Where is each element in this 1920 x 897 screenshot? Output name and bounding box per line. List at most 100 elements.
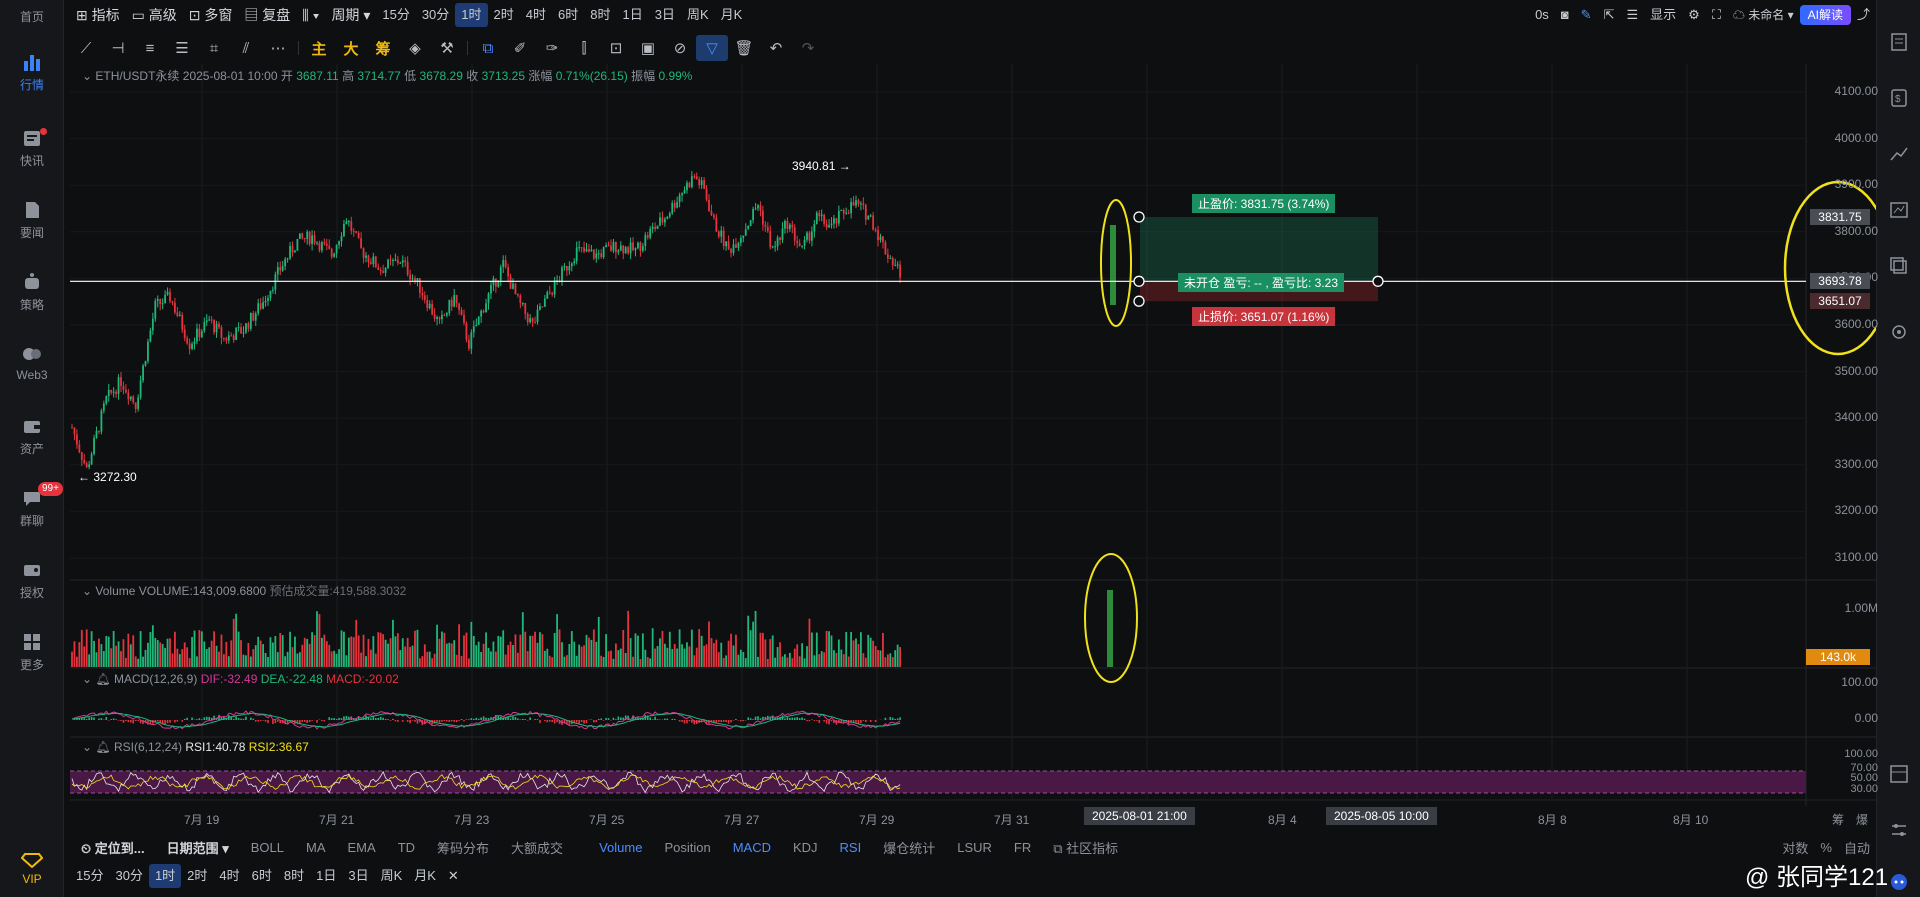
indicator-community[interactable]: ⧉ 社区指标: [1053, 840, 1119, 856]
timeframe-8h[interactable]: 8时: [590, 7, 611, 22]
tf-1h[interactable]: 1时: [148, 864, 182, 888]
list-icon[interactable]: ☰: [1626, 7, 1639, 22]
close-icon[interactable]: ✕: [447, 868, 459, 883]
indicator-chip-distribution[interactable]: 筹码分布: [437, 840, 490, 856]
fullscreen-icon[interactable]: ⛶: [1711, 7, 1721, 22]
indicators-button[interactable]: ⊞ 指标: [76, 7, 120, 23]
timeframe-15m[interactable]: 15分: [382, 7, 410, 22]
brush-icon[interactable]: ✐: [513, 40, 527, 57]
auto-scale-toggle[interactable]: 自动: [1843, 840, 1870, 856]
collapse-chevron-icon[interactable]: ⌄: [82, 672, 93, 686]
indicator-boll[interactable]: BOLL: [250, 839, 285, 855]
sidebar-item-web3[interactable]: Web3: [0, 344, 64, 382]
date-range-dropdown[interactable]: 日期范围 ▾: [166, 840, 229, 856]
main-force-button[interactable]: 主: [311, 40, 327, 58]
timeframe-1h[interactable]: 1时: [455, 3, 488, 27]
tf-1d[interactable]: 1日: [316, 868, 337, 883]
collapse-chevron-icon[interactable]: ⌄: [82, 740, 93, 754]
measure-icon[interactable]: ⫿: [581, 39, 587, 57]
ruler-icon[interactable]: ⌗: [209, 39, 219, 57]
tf-1w[interactable]: 周K: [380, 868, 403, 883]
popout-icon[interactable]: ⇱: [1603, 7, 1615, 22]
indicator-position[interactable]: Position: [664, 839, 711, 855]
position-tool[interactable]: [70, 180, 1876, 683]
tf-30m[interactable]: 30分: [115, 868, 143, 883]
sliders-icon[interactable]: [1889, 820, 1909, 840]
stop-loss-label[interactable]: 止损价: 3651.07 (1.16%): [1192, 307, 1336, 326]
timeframe-2h[interactable]: 2时: [493, 7, 514, 22]
undo-icon[interactable]: ↶: [769, 40, 783, 57]
trade-icon[interactable]: $: [1889, 88, 1909, 108]
indicator-kdj[interactable]: KDJ: [792, 839, 818, 855]
sidebar-item-news[interactable]: 要闻: [0, 200, 64, 241]
more-tools-icon[interactable]: ⋯: [270, 40, 286, 57]
indicator-rsi[interactable]: RSI: [839, 839, 862, 855]
share-icon[interactable]: ⤴: [1856, 7, 1870, 22]
ai-interpret-button[interactable]: AI解读: [1799, 5, 1851, 25]
advanced-button[interactable]: ▭ 高级: [131, 7, 177, 23]
highlighter-icon[interactable]: ✑: [545, 40, 559, 57]
settings-icon[interactable]: [1889, 322, 1909, 342]
tf-4h[interactable]: 4时: [219, 868, 240, 883]
sidebar-item-vip[interactable]: VIP: [0, 852, 64, 886]
tf-15m[interactable]: 15分: [76, 868, 104, 883]
timeframe-6h[interactable]: 6时: [558, 7, 579, 22]
filter-icon[interactable]: ▽: [696, 35, 728, 61]
support-icon[interactable]: [1889, 872, 1909, 892]
indicator-volume[interactable]: Volume: [599, 839, 643, 855]
indicator-td[interactable]: TD: [397, 839, 416, 855]
indicator-macd[interactable]: MACD: [732, 839, 771, 855]
take-profit-label[interactable]: 止盈价: 3831.75 (3.74%): [1192, 194, 1336, 213]
tf-3d[interactable]: 3日: [348, 868, 369, 883]
sidebar-item-strategy[interactable]: 策略: [0, 272, 64, 313]
position-summary-label[interactable]: 未开仓 盈亏: -- , 盈亏比: 3.23: [1178, 273, 1345, 292]
liquidation-toggle[interactable]: 爆: [1856, 813, 1869, 827]
chips-toggle[interactable]: 筹: [1832, 813, 1845, 827]
percent-scale-toggle[interactable]: %: [1820, 839, 1832, 855]
locate-button[interactable]: ⏲ 定位到...: [81, 840, 145, 856]
tf-2h[interactable]: 2时: [187, 868, 208, 883]
timeframe-1w[interactable]: 周K: [686, 7, 709, 22]
trash-icon[interactable]: 🗑: [734, 40, 754, 57]
timeframe-4h[interactable]: 4时: [525, 7, 546, 22]
timeframe-1mo[interactable]: 月K: [720, 7, 743, 22]
sidebar-item-flash[interactable]: 快讯: [0, 128, 64, 169]
tf-1mo[interactable]: 月K: [414, 868, 436, 883]
tf-6h[interactable]: 6时: [251, 868, 272, 883]
chips-button[interactable]: 筹: [375, 40, 391, 58]
timeframe-1d[interactable]: 1日: [622, 7, 643, 22]
sidebar-item-authorize[interactable]: 授权: [0, 560, 64, 601]
sidebar-item-market[interactable]: 行情: [0, 52, 64, 93]
collapse-chevron-icon[interactable]: ⌄: [82, 69, 93, 83]
pattern-icon[interactable]: ◈: [409, 40, 421, 57]
indicator-ema[interactable]: EMA: [347, 839, 376, 855]
parallel-lines-icon[interactable]: ≡: [145, 39, 155, 57]
log-scale-toggle[interactable]: 对数: [1782, 840, 1809, 856]
big-order-button[interactable]: 大: [343, 40, 359, 58]
sidebar-item-home[interactable]: 首页: [19, 10, 44, 24]
layout-icon[interactable]: [1889, 764, 1909, 784]
note-icon[interactable]: ▣: [640, 40, 656, 57]
magnet-icon[interactable]: ⊘: [673, 40, 687, 57]
fib-icon[interactable]: ☰: [175, 40, 189, 57]
gear-icon[interactable]: ⚙: [1688, 7, 1700, 22]
replay-button[interactable]: ▤ 复盘: [244, 7, 291, 23]
chart-panel-icon[interactable]: [1889, 200, 1909, 220]
chart-canvas[interactable]: [70, 64, 1876, 806]
redo-icon[interactable]: ↷: [801, 40, 815, 57]
lock-icon[interactable]: ⊡: [609, 40, 623, 57]
orderbook-icon[interactable]: [1889, 32, 1909, 52]
collapse-chevron-icon[interactable]: ⌄: [82, 584, 93, 598]
indicator-liquidation[interactable]: 爆仓统计: [883, 840, 936, 856]
bell-icon[interactable]: 🔔︎: [95, 740, 111, 754]
bell-icon[interactable]: 🔔︎: [95, 672, 111, 686]
multi-window-button[interactable]: ⊡ 多窗: [188, 7, 233, 23]
sidebar-item-more[interactable]: 更多: [0, 632, 64, 673]
indicator-lsur[interactable]: LSUR: [957, 839, 992, 855]
tf-8h[interactable]: 8时: [283, 868, 305, 883]
timeframe-30m[interactable]: 30分: [421, 7, 450, 22]
sidebar-item-assets[interactable]: 资产: [0, 416, 64, 457]
indicator-ma[interactable]: MA: [306, 839, 326, 855]
magic-icon[interactable]: ⚒: [440, 40, 454, 57]
layout-name-dropdown[interactable]: ☁ 未命名 ▾: [1732, 8, 1794, 22]
